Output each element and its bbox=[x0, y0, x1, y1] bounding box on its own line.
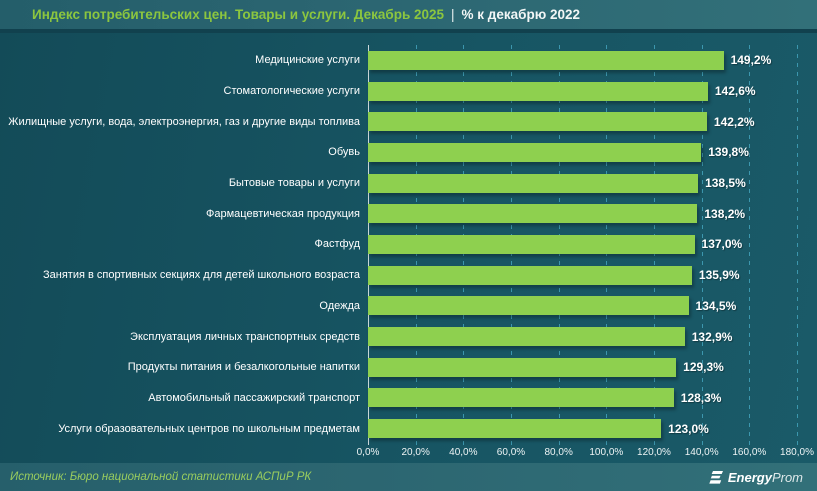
category-label: Фастфуд bbox=[314, 238, 361, 251]
x-tick-label: 80,0% bbox=[544, 447, 573, 458]
logo-text-energy: Energy bbox=[727, 469, 772, 485]
bar-track: 123,0% bbox=[368, 413, 797, 444]
bar-track: 128,3% bbox=[368, 383, 797, 414]
bar bbox=[368, 327, 685, 347]
bar-track: 139,8% bbox=[368, 137, 797, 168]
bar-row: Медицинские услуги 149,2% bbox=[0, 45, 797, 76]
bar-track: 149,2% bbox=[368, 45, 797, 76]
bar-row: Фастфуд 137,0% bbox=[0, 229, 797, 260]
bar-track: 138,5% bbox=[368, 168, 797, 199]
bar-row: Бытовые товары и услуги 138,5% bbox=[0, 168, 797, 199]
bar-track: 132,9% bbox=[368, 321, 797, 352]
x-tick-label: 120,0% bbox=[637, 447, 671, 458]
bar-track: 134,5% bbox=[368, 291, 797, 322]
category-label: Продукты питания и безалкогольные напитк… bbox=[127, 361, 360, 374]
bar bbox=[368, 112, 707, 132]
category-label: Обувь bbox=[328, 146, 360, 159]
value-label: 129,3% bbox=[683, 360, 724, 375]
bar-track: 138,2% bbox=[368, 198, 797, 229]
value-label: 138,2% bbox=[704, 206, 746, 221]
bar-track: 142,6% bbox=[368, 76, 797, 107]
bar-row: Услуги образовательных центров по школьн… bbox=[0, 413, 797, 444]
bar-row: Продукты питания и безалкогольные напитк… bbox=[0, 352, 797, 383]
value-label: 149,2% bbox=[730, 53, 772, 68]
bar-track: 137,0% bbox=[368, 229, 797, 260]
value-label: 128,3% bbox=[680, 390, 722, 405]
bar bbox=[368, 81, 708, 101]
value-label: 135,9% bbox=[698, 268, 740, 283]
bar bbox=[368, 50, 724, 70]
energyprom-logo-text: EnergyProm bbox=[728, 470, 803, 485]
bar bbox=[368, 388, 674, 408]
grid-line bbox=[749, 45, 751, 445]
category-label: Фармацевтическая продукция bbox=[206, 207, 360, 220]
x-tick-label: 0,0% bbox=[356, 447, 380, 458]
category-label: Бытовые товары и услуги bbox=[228, 177, 360, 190]
value-label: 123,0% bbox=[668, 421, 709, 436]
chart-title-main: Индекс потребительских цен. Товары и усл… bbox=[32, 7, 445, 22]
category-label: Автомобильный пассажирский транспорт bbox=[148, 391, 360, 404]
bar bbox=[368, 173, 699, 193]
value-label: 142,2% bbox=[713, 114, 755, 129]
value-label: 138,5% bbox=[705, 176, 746, 191]
bar-row: Стоматологические услуги 142,6% bbox=[0, 76, 797, 107]
energyprom-logo-icon bbox=[709, 470, 723, 484]
x-tick-label: 60,0% bbox=[496, 447, 526, 458]
bar-row: Занятия в спортивных секциях для детей ш… bbox=[0, 260, 797, 291]
category-label: Занятия в спортивных секциях для детей ш… bbox=[43, 269, 360, 282]
value-label: 137,0% bbox=[701, 237, 743, 252]
category-label: Жилищные услуги, вода, электроэнергия, г… bbox=[8, 115, 360, 128]
grid-line bbox=[797, 45, 798, 445]
bar bbox=[368, 234, 695, 254]
bar bbox=[368, 296, 689, 316]
bar-row: Одежда 134,5% bbox=[0, 291, 797, 322]
bar-row: Обувь 139,8% bbox=[0, 137, 797, 168]
bar bbox=[368, 419, 662, 439]
chart-title-bar: Индекс потребительских цен. Товары и усл… bbox=[0, 0, 817, 33]
value-label: 132,9% bbox=[691, 329, 733, 344]
bar-track: 135,9% bbox=[368, 260, 797, 291]
category-label: Одежда bbox=[319, 299, 360, 312]
bar-rows: Медицинские услуги 149,2% Стоматологически… bbox=[0, 45, 797, 444]
bar bbox=[368, 265, 692, 285]
bar-row: Жилищные услуги, вода, электроэнергия, г… bbox=[0, 106, 797, 137]
bar-track: 129,3% bbox=[368, 352, 797, 383]
bar-row: Автомобильный пассажирский транспорт 128,… bbox=[0, 383, 797, 414]
bar-chart: Медицинские услуги 149,2% Стоматологически… bbox=[0, 37, 817, 463]
bar-row: Эксплуатация личных транспортных средств… bbox=[0, 321, 797, 352]
category-label: Медицинские услуги bbox=[255, 54, 360, 67]
value-label: 139,8% bbox=[708, 145, 749, 160]
x-tick-label: 140,0% bbox=[684, 447, 719, 458]
chart-title-suffix: % к декабрю 2022 bbox=[461, 7, 581, 22]
source-caption: Источник: Бюро национальной статистики А… bbox=[10, 471, 312, 483]
value-label: 134,5% bbox=[695, 298, 737, 313]
x-axis: 0,0% 20,0% 40,0% 60,0% 80,0% 100,0% 120,0% 140,… bbox=[357, 447, 814, 463]
x-tick-label: 160,0% bbox=[732, 447, 767, 458]
x-tick-label: 20,0% bbox=[401, 447, 430, 458]
grid-line bbox=[701, 45, 703, 445]
chart-title-separator: | bbox=[451, 7, 455, 22]
value-label: 142,6% bbox=[714, 84, 756, 99]
bar bbox=[368, 204, 698, 224]
bar bbox=[368, 142, 702, 162]
energyprom-logo: EnergyProm bbox=[709, 470, 803, 485]
x-tick-label: 180,0% bbox=[780, 447, 814, 458]
x-tick-label: 40,0% bbox=[449, 447, 478, 458]
bar-track: 142,2% bbox=[368, 106, 797, 137]
category-label: Эксплуатация личных транспортных средств bbox=[130, 330, 360, 343]
category-label: Услуги образовательных центров по школьн… bbox=[58, 422, 360, 435]
category-label: Стоматологические услуги bbox=[223, 85, 360, 98]
bar-row: Фармацевтическая продукция 138,2% bbox=[0, 198, 797, 229]
x-tick-label: 100,0% bbox=[589, 447, 624, 458]
footer-bar: Источник: Бюро национальной статистики А… bbox=[0, 463, 817, 491]
logo-text-prom: Prom bbox=[771, 469, 803, 485]
bar bbox=[368, 357, 677, 377]
